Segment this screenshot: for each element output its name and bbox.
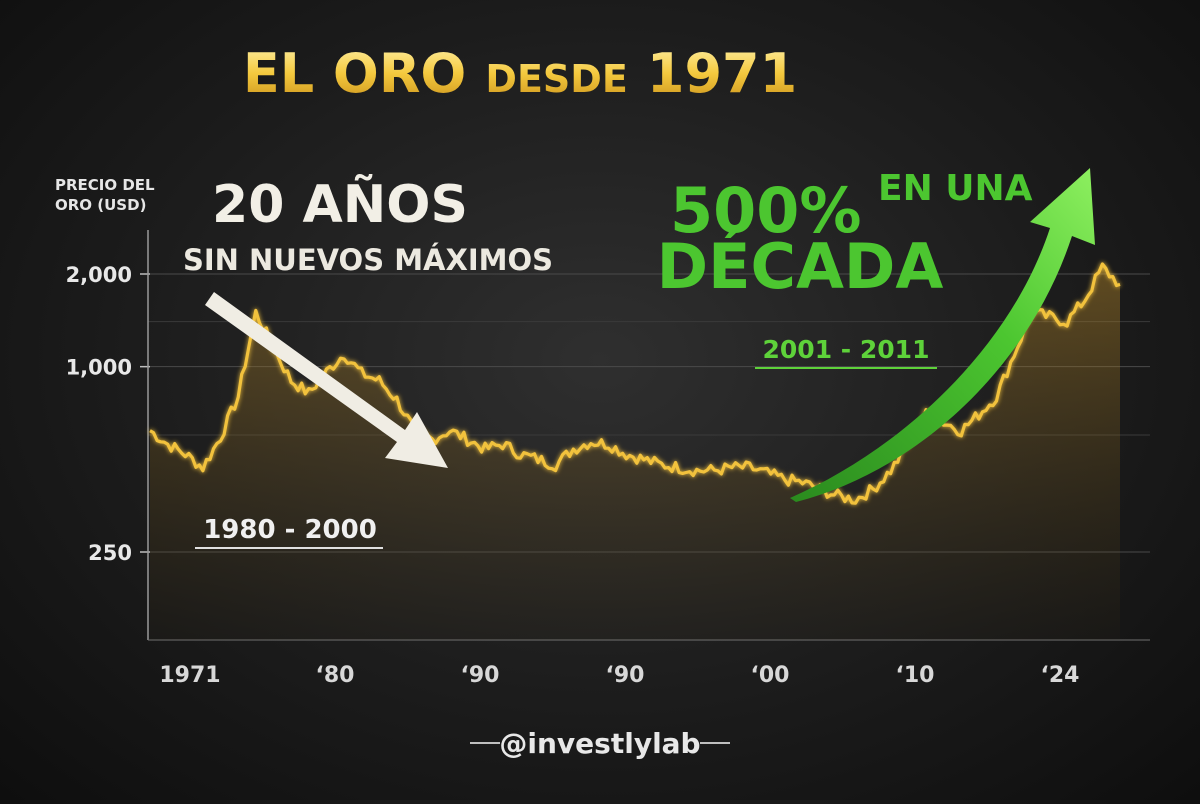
green-up-arrow bbox=[790, 168, 1095, 502]
x-tick-label: ‘80 bbox=[316, 663, 355, 688]
annotation-en-una: EN UNA bbox=[878, 168, 1033, 209]
x-tick-label: ‘24 bbox=[1041, 663, 1080, 688]
x-tick-label: ‘90 bbox=[461, 663, 500, 688]
x-tick-labels: 1971 ‘80 ‘90 ‘90 ‘00 ‘10 ‘24 bbox=[159, 663, 1079, 688]
title-part-3: 1971 bbox=[647, 42, 797, 105]
title-part-1: EL ORO bbox=[243, 42, 467, 105]
chart-title: EL ORO DESDE 1971 bbox=[243, 42, 797, 105]
annotation-decada: DÉCADA bbox=[657, 230, 944, 303]
x-tick-label: 1971 bbox=[159, 663, 220, 688]
y-tick-label: 1,000 bbox=[66, 356, 132, 380]
white-down-arrow bbox=[205, 292, 448, 468]
title-part-2: DESDE bbox=[485, 57, 627, 101]
annotation-500-percent: 500% bbox=[670, 174, 862, 247]
x-tick-label: ‘90 bbox=[606, 663, 645, 688]
y-axis-title-line-2: ORO (USD) bbox=[55, 196, 146, 214]
author-handle: @investlylab bbox=[499, 727, 700, 760]
annotation-no-new-highs: SIN NUEVOS MÁXIMOS bbox=[183, 243, 553, 277]
annotation-range-1980-2000: 1980 - 2000 bbox=[203, 515, 377, 545]
y-tick-label: 2,000 bbox=[66, 263, 132, 287]
x-tick-label: ‘00 bbox=[751, 663, 790, 688]
price-area bbox=[150, 264, 1120, 640]
gold-price-line bbox=[149, 262, 1121, 505]
y-tick-label: 250 bbox=[88, 541, 132, 565]
y-tick-labels: 250 1,000 2,000 bbox=[66, 263, 132, 565]
x-tick-label: ‘10 bbox=[896, 663, 935, 688]
y-axis-title-line-1: PRECIO DEL bbox=[55, 176, 155, 194]
annotation-500: 500% bbox=[670, 174, 862, 247]
annotation-20-years: 20 AÑOS bbox=[212, 174, 468, 235]
annotation-range-2001-2011: 2001 - 2011 bbox=[763, 335, 930, 364]
